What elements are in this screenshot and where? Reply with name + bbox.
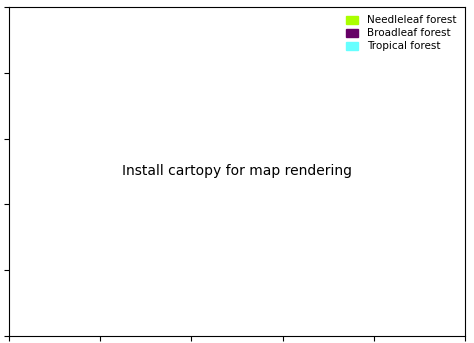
Text: Install cartopy for map rendering: Install cartopy for map rendering [122,165,352,178]
Legend: Needleleaf forest, Broadleaf forest, Tropical forest: Needleleaf forest, Broadleaf forest, Tro… [343,12,459,55]
